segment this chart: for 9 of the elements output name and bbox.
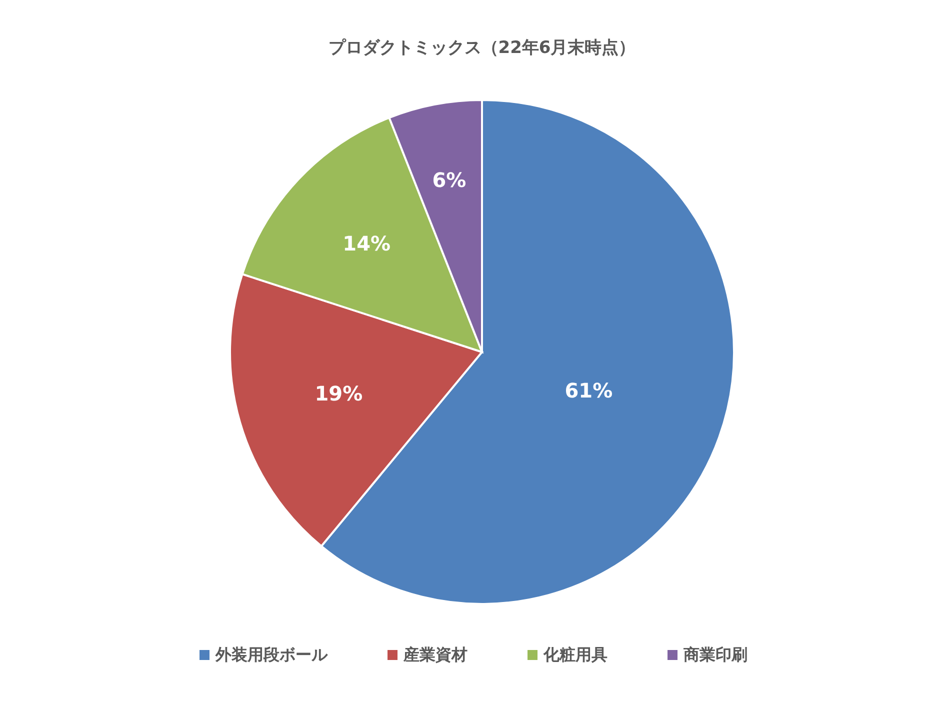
legend-label: 商業印刷 xyxy=(682,645,748,664)
legend-label: 産業資材 xyxy=(402,645,468,664)
chart-title: プロダクトミックス（22年6月末時点） xyxy=(328,38,636,58)
data-label: 61% xyxy=(564,378,613,402)
data-label: 6% xyxy=(432,168,466,192)
data-label: 14% xyxy=(342,232,391,256)
data-label: 19% xyxy=(314,382,363,406)
legend-label: 化粧用具 xyxy=(542,645,608,664)
legend-label: 外装用段ボール xyxy=(214,645,328,664)
